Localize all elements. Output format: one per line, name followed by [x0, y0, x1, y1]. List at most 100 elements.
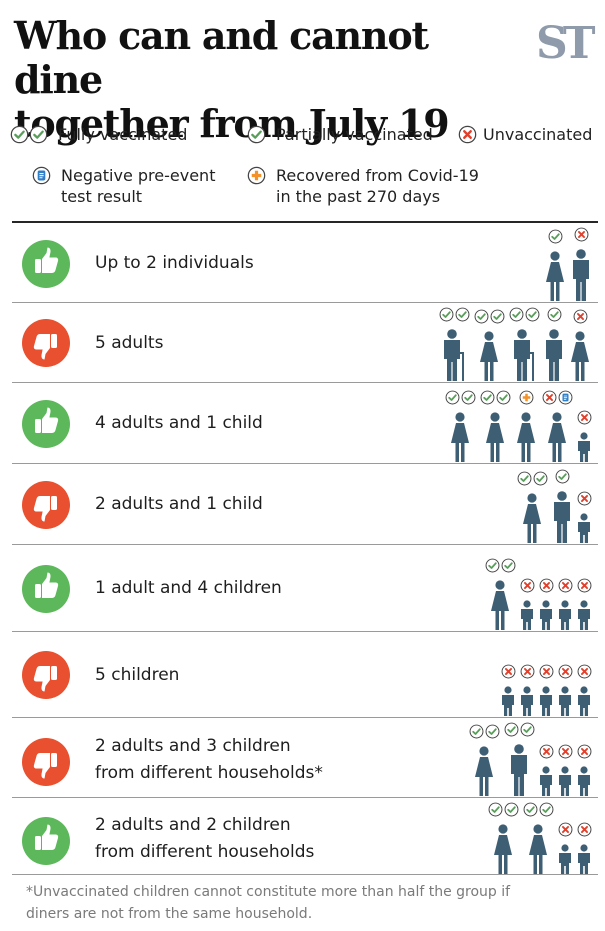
check-icon — [504, 802, 518, 817]
person — [438, 307, 470, 381]
legend-unvaccinated: Unvaccinated — [458, 124, 592, 145]
check-icon — [480, 390, 494, 405]
cross-icon — [577, 578, 591, 593]
woman-figure — [571, 331, 589, 381]
row-label: 2 adults and 3 children from different ho… — [95, 736, 323, 783]
check-icon — [525, 307, 539, 322]
people-group — [465, 722, 592, 796]
cross-icon — [539, 744, 553, 759]
legend-label: Fully vaccinated — [58, 125, 188, 144]
status-badges — [546, 307, 562, 326]
check-icon — [439, 307, 453, 322]
check-icon — [474, 309, 488, 324]
thumbs-down-icon — [22, 738, 70, 786]
check-icon — [490, 309, 504, 324]
person — [514, 390, 538, 462]
status-badges — [444, 390, 476, 409]
child-figure — [578, 686, 590, 716]
people-group — [481, 558, 592, 630]
rule-row: Up to 2 individuals — [12, 224, 598, 303]
cross-icon — [542, 390, 556, 405]
status-badges — [576, 744, 592, 763]
check-icon — [485, 724, 499, 739]
check-icon — [509, 307, 523, 322]
status-badges — [573, 227, 589, 246]
status-badges — [557, 578, 573, 597]
cross-icon — [577, 491, 591, 506]
child-figure — [540, 686, 552, 716]
thumbs-down-icon — [22, 651, 70, 699]
person — [479, 390, 511, 462]
check-icon — [488, 802, 502, 817]
person — [503, 722, 535, 796]
legend-icons — [247, 125, 266, 144]
person — [522, 802, 554, 874]
child-figure — [578, 600, 590, 630]
cross-icon — [573, 309, 587, 324]
person — [557, 664, 573, 716]
check-icon — [520, 722, 534, 737]
check-icon — [547, 307, 561, 322]
check-icon — [247, 125, 266, 144]
person — [543, 229, 567, 301]
person — [538, 744, 554, 796]
status-badges — [538, 664, 554, 683]
check-icon — [496, 390, 510, 405]
recovered-icon — [519, 390, 533, 405]
status-badges — [503, 722, 535, 741]
rule-row: 2 adults and 2 children from different ho… — [12, 798, 598, 876]
status-badges — [572, 309, 588, 328]
cross-icon — [577, 744, 591, 759]
person — [570, 227, 592, 301]
woman-figure — [523, 493, 541, 543]
row-label: Up to 2 individuals — [95, 253, 254, 273]
thumbs-up-icon — [22, 240, 70, 288]
check-icon — [461, 390, 475, 405]
person — [576, 664, 592, 716]
status-badges — [557, 822, 573, 841]
status-badges — [557, 744, 573, 763]
rule-row: 2 adults and 1 child — [12, 464, 598, 545]
status-badges — [500, 664, 516, 683]
cross-icon — [501, 664, 515, 679]
person — [551, 469, 573, 543]
row-label: 1 adult and 4 children — [95, 578, 282, 598]
child-figure — [540, 766, 552, 796]
check-icon — [501, 558, 515, 573]
cross-icon — [574, 227, 588, 242]
child-figure — [578, 766, 590, 796]
rule-row: 5 children — [12, 632, 598, 718]
status-badges — [479, 390, 511, 409]
cross-icon — [558, 664, 572, 679]
people-group — [540, 227, 592, 301]
check-icon — [10, 125, 29, 144]
row-label: 4 adults and 1 child — [95, 413, 263, 433]
title-line-2: together from July 19 — [14, 101, 450, 146]
status-badges — [522, 802, 554, 821]
cross-icon — [558, 744, 572, 759]
status-badges — [557, 664, 573, 683]
woman-figure — [529, 824, 547, 874]
row-divider — [12, 302, 598, 303]
check-icon — [517, 471, 531, 486]
status-badges — [576, 578, 592, 597]
person — [557, 578, 573, 630]
cross-icon — [577, 664, 591, 679]
child-figure — [578, 432, 590, 462]
status-badges — [576, 822, 592, 841]
status-badges — [576, 491, 592, 510]
people-group — [497, 664, 592, 716]
status-badges — [508, 307, 540, 326]
title-line-1: Who can and cannot dine — [14, 13, 429, 102]
row-label: 2 adults and 1 child — [95, 494, 263, 514]
row-divider — [12, 544, 598, 545]
person — [444, 390, 476, 462]
person — [541, 390, 573, 462]
thumbs-up-icon — [22, 817, 70, 865]
person — [519, 664, 535, 716]
child-figure — [559, 600, 571, 630]
rule-row: 4 adults and 1 child — [12, 383, 598, 464]
row-label: 5 children — [95, 665, 180, 685]
legend-icons — [458, 125, 477, 144]
rule-row: 5 adults — [12, 303, 598, 383]
